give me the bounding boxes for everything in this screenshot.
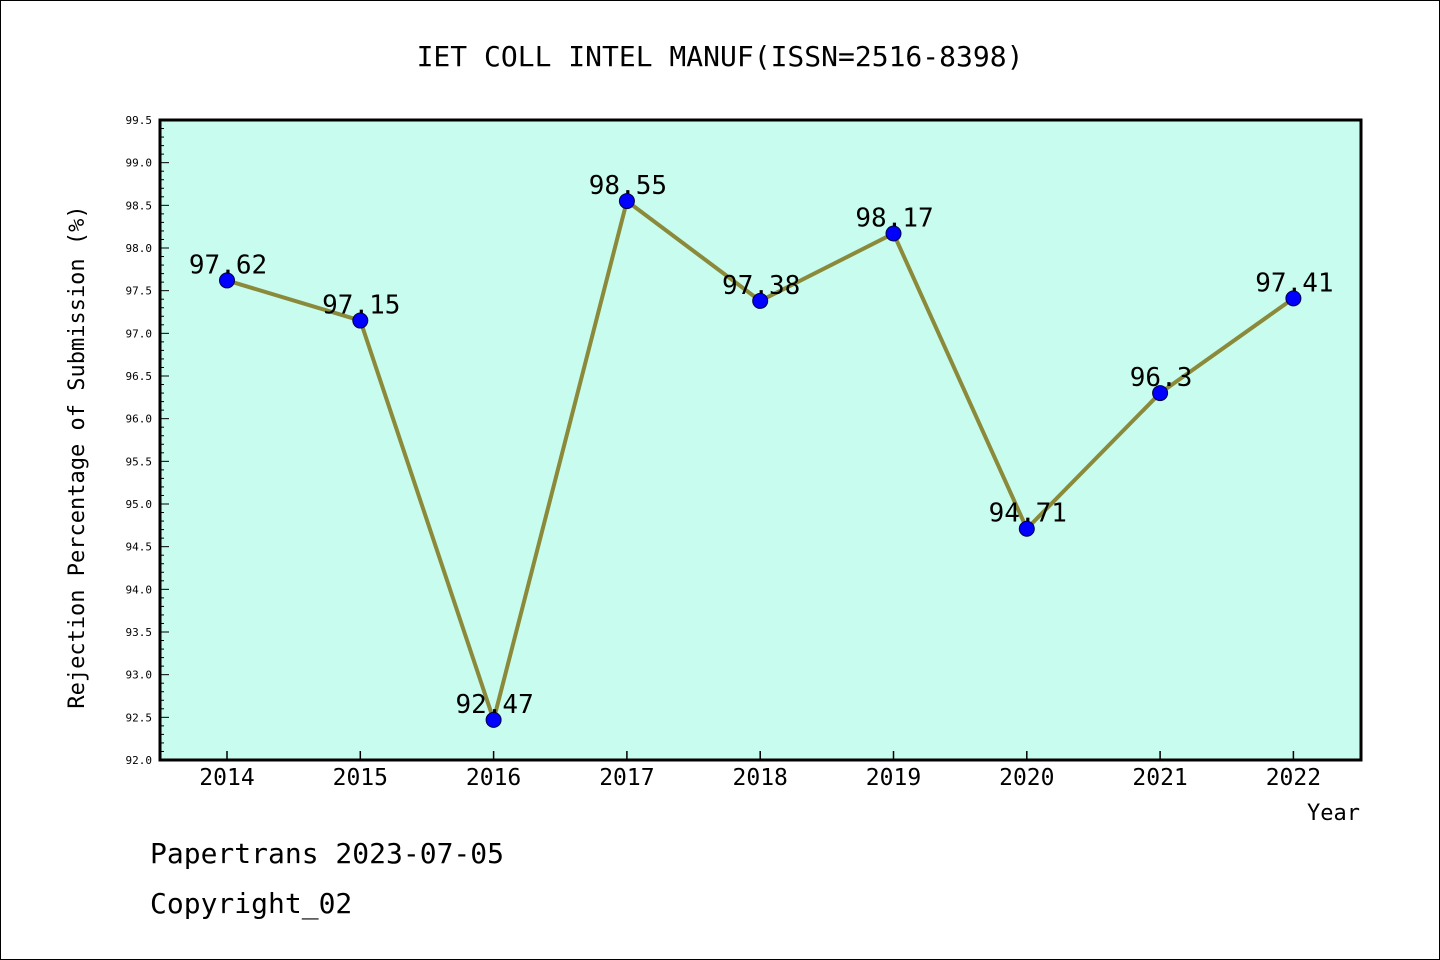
x-tick-label: 2015 bbox=[333, 765, 388, 791]
data-label: 94.71 bbox=[989, 499, 1067, 529]
data-point-marker bbox=[1152, 385, 1169, 402]
x-tick-label: 2017 bbox=[599, 765, 654, 791]
y-tick-label: 94.5 bbox=[126, 541, 153, 554]
x-tick-label: 2014 bbox=[199, 765, 254, 791]
y-tick-label: 98.0 bbox=[126, 242, 153, 255]
data-labels: 97.62 97.15 92.47 98.55 97.38 98.17 94.71 96.3 9… bbox=[189, 171, 1334, 720]
data-point-marker bbox=[1018, 520, 1035, 537]
y-tick-label: 94.0 bbox=[126, 583, 153, 596]
data-label: 96.3 bbox=[1130, 363, 1193, 393]
footer-copyright-line: Copyright_02 bbox=[150, 887, 352, 921]
y-tick-label: 96.5 bbox=[126, 370, 153, 383]
y-tick-label: 97.0 bbox=[126, 327, 153, 340]
data-label: 97.41 bbox=[1255, 268, 1333, 298]
data-point-marker bbox=[752, 292, 769, 309]
y-tick-label: 96.0 bbox=[126, 413, 153, 426]
x-tick-label: 2019 bbox=[866, 765, 921, 791]
data-label: 97.62 bbox=[189, 250, 267, 280]
y-tick-label: 95.0 bbox=[126, 498, 153, 511]
data-point-marker bbox=[1285, 290, 1302, 307]
x-tick-label: 2022 bbox=[1266, 765, 1321, 791]
y-tick-label: 92.5 bbox=[126, 711, 153, 724]
y-tick-label: 99.5 bbox=[126, 114, 153, 127]
data-point-marker bbox=[352, 312, 369, 329]
y-tick-label: 93.0 bbox=[126, 669, 153, 682]
data-point-marker bbox=[485, 711, 502, 728]
data-point-marker bbox=[885, 225, 902, 242]
x-tick-label: 2016 bbox=[466, 765, 521, 791]
y-tick-label: 93.5 bbox=[126, 626, 153, 639]
data-label: 98.17 bbox=[855, 203, 933, 233]
data-label: 92.47 bbox=[455, 690, 533, 720]
y-axis-ticks: 92.0 92.5 93.0 93.5 94.0 94.5 95.0 95.5 96.0 96.5… bbox=[126, 114, 169, 767]
x-axis-ticks: 2014 2015 2016 2017 2018 2019 2020 2021 2022 bbox=[199, 751, 1321, 791]
y-tick-label: 92.0 bbox=[126, 754, 153, 767]
series-markers bbox=[219, 193, 1302, 728]
data-label: 98.55 bbox=[589, 171, 667, 201]
footer-date-line: Papertrans 2023-07-05 bbox=[150, 837, 504, 870]
x-axis-label: Year bbox=[1307, 801, 1360, 826]
y-tick-label: 97.5 bbox=[126, 285, 153, 298]
x-tick-label: 2021 bbox=[1132, 765, 1187, 791]
y-tick-label: 95.5 bbox=[126, 455, 153, 468]
y-tick-label: 98.5 bbox=[126, 199, 153, 212]
x-tick-label: 2018 bbox=[733, 765, 788, 791]
chart-title: IET COLL INTEL MANUF(ISSN=2516-8398) bbox=[417, 40, 1024, 73]
y-tick-label: 99.0 bbox=[126, 157, 153, 170]
y-axis-label: Rejection Percentage of Submission (%) bbox=[65, 205, 90, 708]
x-tick-label: 2020 bbox=[999, 765, 1054, 791]
data-label: 97.15 bbox=[322, 291, 400, 321]
data-label: 97.38 bbox=[722, 271, 800, 301]
data-point-marker bbox=[618, 193, 635, 210]
plot-area bbox=[158, 118, 1363, 762]
data-point-marker bbox=[219, 272, 235, 289]
